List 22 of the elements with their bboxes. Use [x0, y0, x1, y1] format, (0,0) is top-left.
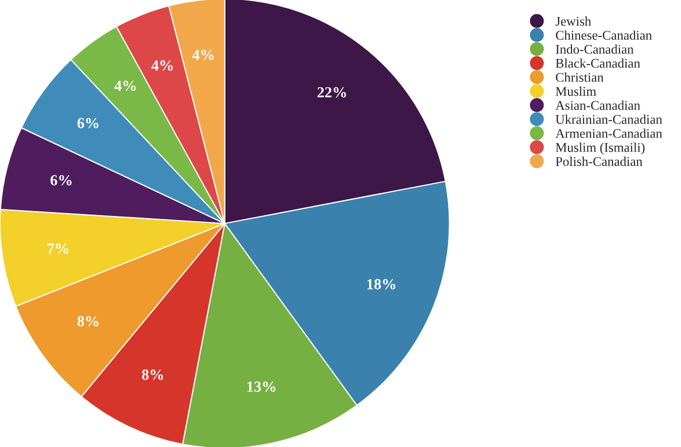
legend-label: Polish-Canadian — [556, 156, 642, 166]
data-label: 7% — [48, 243, 68, 254]
data-label: 6% — [77, 118, 98, 128]
data-label: 4% — [114, 80, 136, 92]
legend-label: Indo-Canadian — [556, 44, 634, 54]
legend-label: Ukrainian-Canadian — [556, 114, 662, 124]
legend-label: Muslim — [556, 86, 596, 96]
data-label: 18% — [367, 279, 396, 290]
data-label: 13% — [247, 382, 276, 392]
legend-label: Asian-Canadian — [555, 100, 640, 110]
data-label: 6% — [50, 175, 72, 186]
legend-label: Black-Canadian — [556, 58, 640, 68]
data-label: 4% — [192, 50, 214, 60]
legend-label: Armenian-Canadian — [555, 128, 662, 138]
legend-label: Chinese-Canadian — [556, 30, 652, 40]
data-label: 8% — [142, 370, 163, 380]
legend-label: Christian — [556, 72, 604, 82]
data-label: 8% — [77, 316, 98, 326]
data-label: 22% — [318, 87, 346, 98]
legend-label: Muslim (Ismaili) — [556, 142, 645, 155]
legend-label: Jewish — [556, 16, 592, 26]
data-label: 4% — [151, 60, 173, 71]
